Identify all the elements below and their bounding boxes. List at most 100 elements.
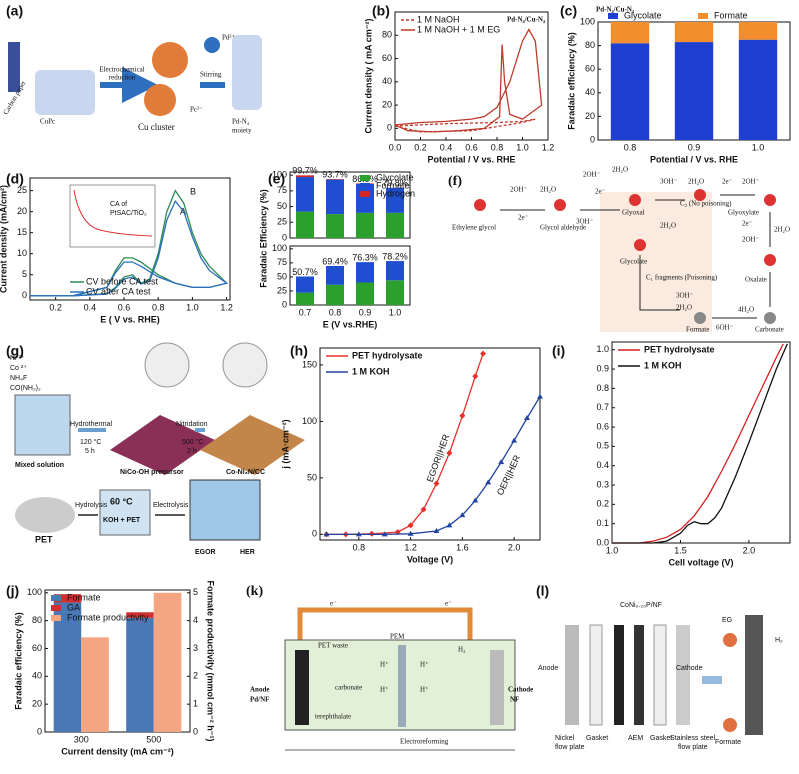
plate — [565, 625, 579, 725]
y-tick-label: 0 — [282, 232, 287, 242]
y-tick-label: 40 — [585, 87, 595, 97]
label: Electrolysis — [153, 502, 189, 509]
label: 2H₂O — [774, 226, 790, 234]
x-axis-label: Current density (mA cm⁻²) — [61, 746, 173, 756]
molecule — [694, 312, 706, 324]
x-tick-label: 0.4 — [84, 302, 97, 312]
panel-a: (a) Carbon paper CuPc Electrochemical re… — [2, 3, 262, 135]
x-tick-label: 0.9 — [359, 307, 372, 317]
label: 2H₂O — [676, 304, 692, 312]
label: Electrochemical — [99, 66, 145, 74]
x-tick-label: 1.2 — [220, 302, 233, 312]
cu-cluster — [152, 42, 188, 78]
bar — [356, 213, 374, 238]
x-tick-label: 300 — [74, 734, 89, 744]
y-tick-label: 0 — [22, 290, 27, 300]
label: Anode — [250, 686, 269, 694]
value-label: 78.2% — [382, 251, 408, 261]
plate — [676, 625, 690, 725]
zoom — [223, 343, 267, 387]
legend-label: Glycolate — [624, 10, 662, 20]
marker — [511, 438, 517, 443]
bar — [356, 283, 374, 305]
molecule — [634, 239, 646, 251]
label: Ni ²⁺ — [10, 355, 25, 362]
label: Cu cluster — [138, 122, 175, 132]
label: 2OH⁻ — [742, 236, 760, 244]
plot-frame — [612, 342, 790, 543]
y-tick-label: 0 — [37, 726, 42, 736]
y2-tick-label: 5 — [193, 587, 198, 597]
x-axis-label: Voltage (V) — [407, 554, 453, 564]
molecule — [554, 199, 566, 211]
label: Oxalate — [745, 276, 767, 284]
legend-swatch — [360, 175, 370, 181]
bar — [356, 262, 374, 282]
label: flow plate — [678, 744, 708, 751]
y2-axis-label: Formate productivity (mmol cm⁻² h⁻¹) — [206, 580, 216, 741]
value-label: 50.7% — [292, 267, 318, 277]
label: NF — [510, 696, 519, 704]
molecule — [723, 633, 737, 647]
label: NiCo-OH precursor — [120, 469, 184, 476]
series-line — [395, 30, 542, 132]
x-tick-label: 0.0 — [389, 142, 402, 152]
molecule — [723, 718, 737, 732]
bar — [386, 280, 404, 305]
highlight — [600, 192, 712, 332]
label: 60 °C — [110, 496, 133, 506]
annotation: OER||HER — [495, 453, 523, 497]
bar — [675, 22, 713, 42]
cathode — [490, 650, 504, 725]
legend-label: GA — [67, 602, 80, 612]
x-tick-label: 2.0 — [743, 545, 756, 555]
x-axis-label: Potential / V vs. RHE — [427, 154, 515, 164]
label: 2OH⁻ — [510, 186, 528, 194]
x-axis-label: E ( V vs. RHE) — [100, 314, 160, 324]
y-tick-label: 100 — [272, 243, 287, 253]
marker — [446, 450, 452, 456]
bar — [126, 618, 154, 732]
y-tick-label: 60 — [32, 643, 42, 653]
label: flow plate — [555, 744, 585, 751]
label: moiety — [232, 127, 252, 135]
x-tick-label: 0.9 — [688, 142, 701, 152]
bar — [386, 261, 404, 280]
x-tick-label: 0.6 — [465, 142, 478, 152]
x-tick-label: 1.6 — [456, 542, 469, 552]
bar — [296, 212, 314, 238]
label: Anode — [538, 665, 558, 672]
label: C₁ fragments (Poisoning) — [646, 274, 718, 282]
y-tick-label: 0 — [590, 134, 595, 144]
y-axis-label: Faradaic Efficiency (%) — [258, 189, 268, 288]
panel-label: (f) — [448, 174, 462, 189]
x-tick-label: 1.0 — [516, 142, 529, 152]
y-tick-label: 75 — [277, 257, 287, 267]
y-tick-label: 0.2 — [596, 499, 609, 509]
label: Stirring — [200, 71, 222, 79]
value-label: 99.7% — [292, 166, 318, 176]
label: Gasket — [650, 735, 672, 742]
bar — [81, 637, 109, 732]
label: Co ²⁺ — [10, 365, 27, 372]
label: Hydrolysis — [75, 502, 108, 509]
label: H⁺ — [380, 686, 389, 694]
x-tick-label: 0.6 — [118, 302, 131, 312]
legend-label: CV before CA test — [86, 276, 159, 286]
bar — [296, 293, 314, 305]
chart-title: Pd-N₄/Cu-N₄ — [507, 16, 546, 24]
x-tick-label: 1.0 — [186, 302, 199, 312]
y-tick-label: 1.0 — [596, 344, 609, 354]
electrode — [614, 625, 624, 725]
pdn4 — [232, 35, 262, 110]
panel-label: (k) — [246, 584, 263, 599]
y-tick-label: 50 — [307, 472, 317, 482]
panel-label: (j) — [6, 583, 19, 599]
y-tick-label: 0 — [387, 123, 392, 133]
y-tick-label: 0 — [282, 299, 287, 309]
y-tick-label: 50 — [277, 201, 287, 211]
y-tick-label: 150 — [302, 359, 317, 369]
label: HER — [240, 549, 255, 556]
legend-swatch — [360, 183, 370, 189]
bar — [326, 266, 344, 285]
